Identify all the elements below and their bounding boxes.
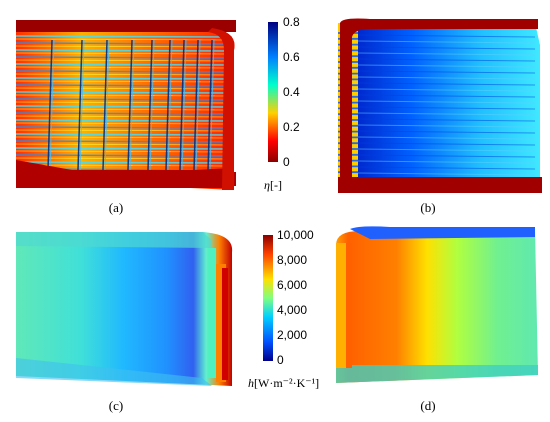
eta-tick-3: 0.2 bbox=[283, 120, 300, 134]
caption-c: (c) bbox=[108, 398, 124, 413]
panel-c-contour bbox=[16, 232, 233, 386]
eta-tick-0: 0.8 bbox=[283, 15, 300, 29]
eta-colorbar-title: η[-] bbox=[264, 178, 282, 193]
h-unit: [W·m⁻²·K⁻¹] bbox=[254, 376, 320, 390]
caption-b: (b) bbox=[420, 200, 436, 215]
caption-a: (a) bbox=[108, 200, 124, 215]
h-tick-4: 2,000 bbox=[277, 328, 308, 342]
eta-tick-1: 0.6 bbox=[283, 50, 300, 64]
h-tick-1: 8,000 bbox=[277, 253, 308, 267]
panel-a-contour bbox=[15, 20, 236, 190]
h-symbol: h bbox=[248, 376, 254, 390]
eta-unit: [-] bbox=[269, 178, 282, 192]
h-tick-2: 6,000 bbox=[277, 278, 308, 292]
panel-b-contour bbox=[338, 18, 542, 193]
panel-d-contour bbox=[336, 226, 538, 383]
h-tick-0: 10,000 bbox=[277, 228, 314, 242]
eta-tick-4: 0 bbox=[283, 155, 290, 169]
caption-d: (d) bbox=[420, 398, 436, 413]
colorbar-eta bbox=[268, 22, 278, 162]
h-tick-5: 0 bbox=[277, 353, 284, 367]
h-colorbar-title: h[W·m⁻²·K⁻¹] bbox=[248, 376, 319, 391]
colorbar-h bbox=[263, 235, 273, 361]
h-tick-3: 4,000 bbox=[277, 303, 308, 317]
eta-tick-2: 0.4 bbox=[283, 85, 300, 99]
eta-symbol: η bbox=[264, 178, 270, 192]
